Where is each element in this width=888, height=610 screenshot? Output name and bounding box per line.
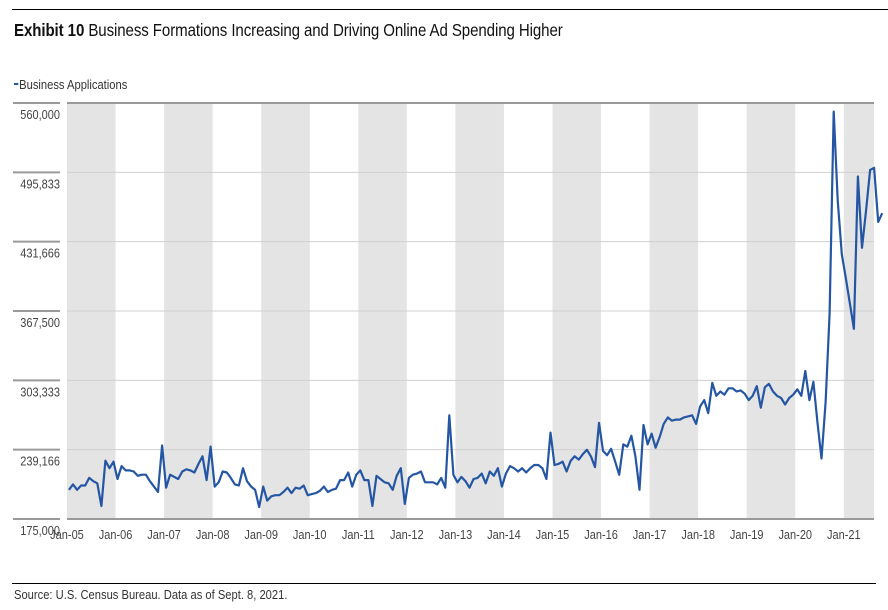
y-tick-label: 175,000 — [20, 524, 60, 538]
x-tick-label: Jan-06 — [99, 528, 133, 542]
x-tick-label: Jan-18 — [681, 528, 715, 542]
x-tick-label: Jan-19 — [730, 528, 764, 542]
legend: Business Applications — [14, 77, 127, 92]
x-tick-label: Jan-09 — [244, 528, 278, 542]
x-axis: Jan-05 Jan-06 Jan-07 Jan-08 Jan-09 Jan-10 Jan-… — [50, 528, 860, 542]
y-tick-label: 560,000 — [20, 108, 60, 122]
source-note: Source: U.S. Census Bureau. Data as of S… — [14, 587, 288, 602]
y-tick-label: 431,666 — [20, 247, 60, 261]
x-tick-label: Jan-07 — [147, 528, 181, 542]
y-axis: 175,000 239,166 303,333 367,500 431,666 495,8… — [13, 102, 60, 538]
legend-label: Business Applications — [19, 77, 128, 92]
x-tick-label: Jan-16 — [584, 528, 618, 542]
x-tick-label: Jan-12 — [390, 528, 424, 542]
y-tick-label: 303,333 — [20, 386, 60, 400]
y-tick-label: 495,833 — [20, 178, 60, 192]
x-tick-label: Jan-21 — [827, 528, 861, 542]
series-business-applications — [68, 110, 884, 509]
legend-swatch — [14, 82, 19, 85]
x-tick-label: Jan-05 — [50, 528, 84, 542]
bottom-rule — [12, 583, 876, 584]
chart-title: Exhibit 10 Business Formations Increasin… — [14, 20, 563, 41]
x-tick-label: Jan-17 — [633, 528, 667, 542]
x-tick-label: Jan-15 — [536, 528, 570, 542]
top-rule — [12, 9, 888, 10]
y-tick-label: 367,500 — [20, 316, 60, 330]
x-tick-label: Jan-14 — [487, 528, 521, 542]
x-tick-label: Jan-11 — [342, 528, 375, 542]
x-tick-label: Jan-13 — [439, 528, 473, 542]
x-tick-label: Jan-20 — [778, 528, 812, 542]
gridlines — [67, 102, 874, 520]
x-tick-label: Jan-08 — [196, 528, 230, 542]
y-tick-label: 239,166 — [20, 455, 60, 469]
title-text: Business Formations Increasing and Drivi… — [88, 20, 563, 40]
x-tick-label: Jan-10 — [293, 528, 327, 542]
exhibit-label: Exhibit 10 — [14, 20, 85, 40]
line-chart: 175,000 239,166 303,333 367,500 431,666 495,8… — [13, 102, 884, 542]
series-line — [68, 110, 884, 509]
